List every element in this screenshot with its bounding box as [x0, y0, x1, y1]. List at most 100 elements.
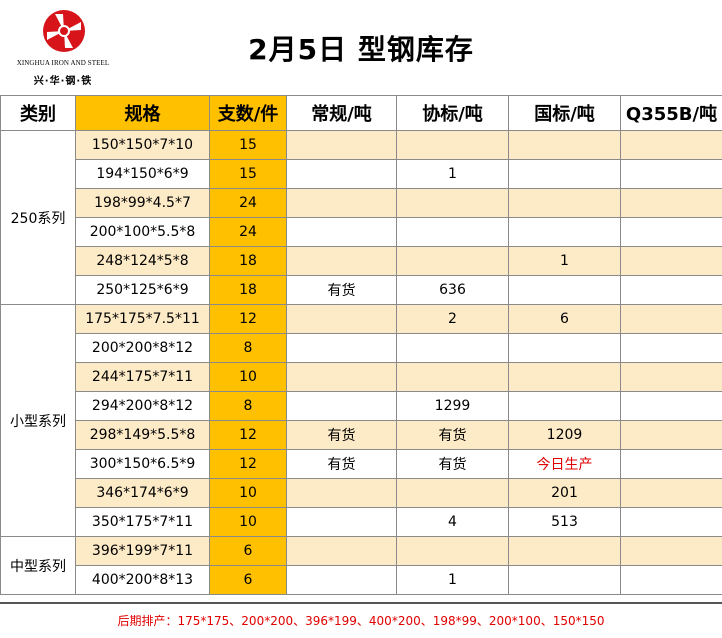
- spec-cell: 194*150*6*9: [75, 159, 210, 189]
- assoc-cell: [396, 333, 509, 363]
- regular-cell: [286, 304, 397, 334]
- q355b-cell: [620, 391, 722, 421]
- table-row: 244*175*7*11 10: [1, 362, 722, 392]
- count-cell: 10: [209, 507, 287, 537]
- q355b-cell: [620, 565, 722, 595]
- table-row: 200*100*5.5*8 24: [1, 217, 722, 247]
- regular-cell: [286, 478, 397, 508]
- table-row: 298*149*5.5*8 12 有货 有货 1209: [1, 420, 722, 450]
- inventory-table: 类别 规格 支数/件 常规/吨 协标/吨 国标/吨 Q355B/吨 250系列 1…: [0, 95, 722, 595]
- regular-cell: [286, 217, 397, 247]
- q355b-cell: [620, 159, 722, 189]
- national-cell: [508, 130, 621, 160]
- national-cell: [508, 391, 621, 421]
- count-cell: 24: [209, 217, 287, 247]
- count-cell: 24: [209, 188, 287, 218]
- assoc-cell: [396, 188, 509, 218]
- assoc-cell: 有货: [396, 420, 509, 450]
- national-cell: [508, 188, 621, 218]
- regular-cell: [286, 130, 397, 160]
- q355b-cell: [620, 449, 722, 479]
- count-cell: 15: [209, 130, 287, 160]
- header-row: 类别 规格 支数/件 常规/吨 协标/吨 国标/吨 Q355B/吨: [0, 95, 722, 131]
- national-cell: [508, 536, 621, 566]
- spec-cell: 200*100*5.5*8: [75, 217, 210, 247]
- header-q355b: Q355B/吨: [620, 95, 722, 131]
- q355b-cell: [620, 246, 722, 276]
- header: XINGHUA IRON AND STEEL 兴·华·钢·铁 2月5日 型钢库存: [0, 0, 722, 96]
- spec-cell: 350*175*7*11: [75, 507, 210, 537]
- regular-cell: [286, 507, 397, 537]
- q355b-cell: [620, 420, 722, 450]
- regular-cell: 有货: [286, 275, 397, 305]
- assoc-cell: [396, 362, 509, 392]
- q355b-cell: [620, 362, 722, 392]
- spec-cell: 300*150*6.5*9: [75, 449, 210, 479]
- national-cell: 201: [508, 478, 621, 508]
- count-cell: 6: [209, 536, 287, 566]
- national-cell: [508, 565, 621, 595]
- regular-cell: 有货: [286, 449, 397, 479]
- category-cell: 250系列: [0, 130, 76, 305]
- table-row: 346*174*6*9 10 201: [1, 478, 722, 508]
- q355b-cell: [620, 536, 722, 566]
- category-cell: 中型系列: [0, 536, 76, 595]
- national-cell: [508, 333, 621, 363]
- assoc-cell: 2: [396, 304, 509, 334]
- header-national: 国标/吨: [508, 95, 621, 131]
- table-row: 248*124*5*8 18 1: [1, 246, 722, 276]
- q355b-cell: [620, 130, 722, 160]
- category-cell: 小型系列: [0, 304, 76, 537]
- count-cell: 12: [209, 449, 287, 479]
- header-category: 类别: [0, 95, 76, 131]
- logo-chinese-text: 兴·华·钢·铁: [33, 76, 93, 87]
- national-cell: [508, 159, 621, 189]
- regular-cell: [286, 391, 397, 421]
- spec-cell: 298*149*5.5*8: [75, 420, 210, 450]
- table-row: 294*200*8*12 8 1299: [1, 391, 722, 421]
- count-cell: 15: [209, 159, 287, 189]
- assoc-cell: [396, 536, 509, 566]
- table-row: 194*150*6*9 15 1: [1, 159, 722, 189]
- table-row: 250*125*6*9 18 有货 636: [1, 275, 722, 305]
- count-cell: 10: [209, 362, 287, 392]
- regular-cell: [286, 536, 397, 566]
- assoc-cell: 1: [396, 159, 509, 189]
- regular-cell: 有货: [286, 420, 397, 450]
- page-title: 2月5日 型钢库存: [248, 33, 474, 66]
- assoc-cell: [396, 478, 509, 508]
- count-cell: 18: [209, 246, 287, 276]
- count-cell: 18: [209, 275, 287, 305]
- q355b-cell: [620, 478, 722, 508]
- national-cell: 513: [508, 507, 621, 537]
- national-cell: 1209: [508, 420, 621, 450]
- company-logo: XINGHUA IRON AND STEEL 兴·华·钢·铁: [8, 4, 118, 90]
- production-schedule-note: 后期排产：175*175、200*200、396*199、400*200、198…: [0, 602, 722, 638]
- logo-english-text: XINGHUA IRON AND STEEL: [16, 59, 110, 67]
- table-row: 400*200*8*13 6 1: [1, 565, 722, 595]
- header-spec: 规格: [75, 95, 210, 131]
- q355b-cell: [620, 333, 722, 363]
- count-cell: 8: [209, 333, 287, 363]
- regular-cell: [286, 565, 397, 595]
- table-row: 小型系列 175*175*7.5*11 12 2 6: [0, 304, 722, 537]
- spec-cell: 250*125*6*9: [75, 275, 210, 305]
- assoc-cell: [396, 217, 509, 247]
- header-assoc: 协标/吨: [396, 95, 509, 131]
- q355b-cell: [620, 507, 722, 537]
- count-cell: 12: [209, 420, 287, 450]
- q355b-cell: [620, 188, 722, 218]
- assoc-cell: [396, 130, 509, 160]
- regular-cell: [286, 159, 397, 189]
- table-row: 200*200*8*12 8: [1, 333, 722, 363]
- assoc-cell: [396, 246, 509, 276]
- count-cell: 6: [209, 565, 287, 595]
- table-row: 中型系列 396*199*7*11 6: [0, 536, 722, 595]
- assoc-cell: 1: [396, 565, 509, 595]
- xinghua-logo-icon: [43, 10, 85, 52]
- spec-cell: 396*199*7*11: [75, 536, 210, 566]
- table-row: 300*150*6.5*9 12 有货 有货 今日生产: [1, 449, 722, 479]
- spec-cell: 150*150*7*10: [75, 130, 210, 160]
- q355b-cell: [620, 304, 722, 334]
- spec-cell: 200*200*8*12: [75, 333, 210, 363]
